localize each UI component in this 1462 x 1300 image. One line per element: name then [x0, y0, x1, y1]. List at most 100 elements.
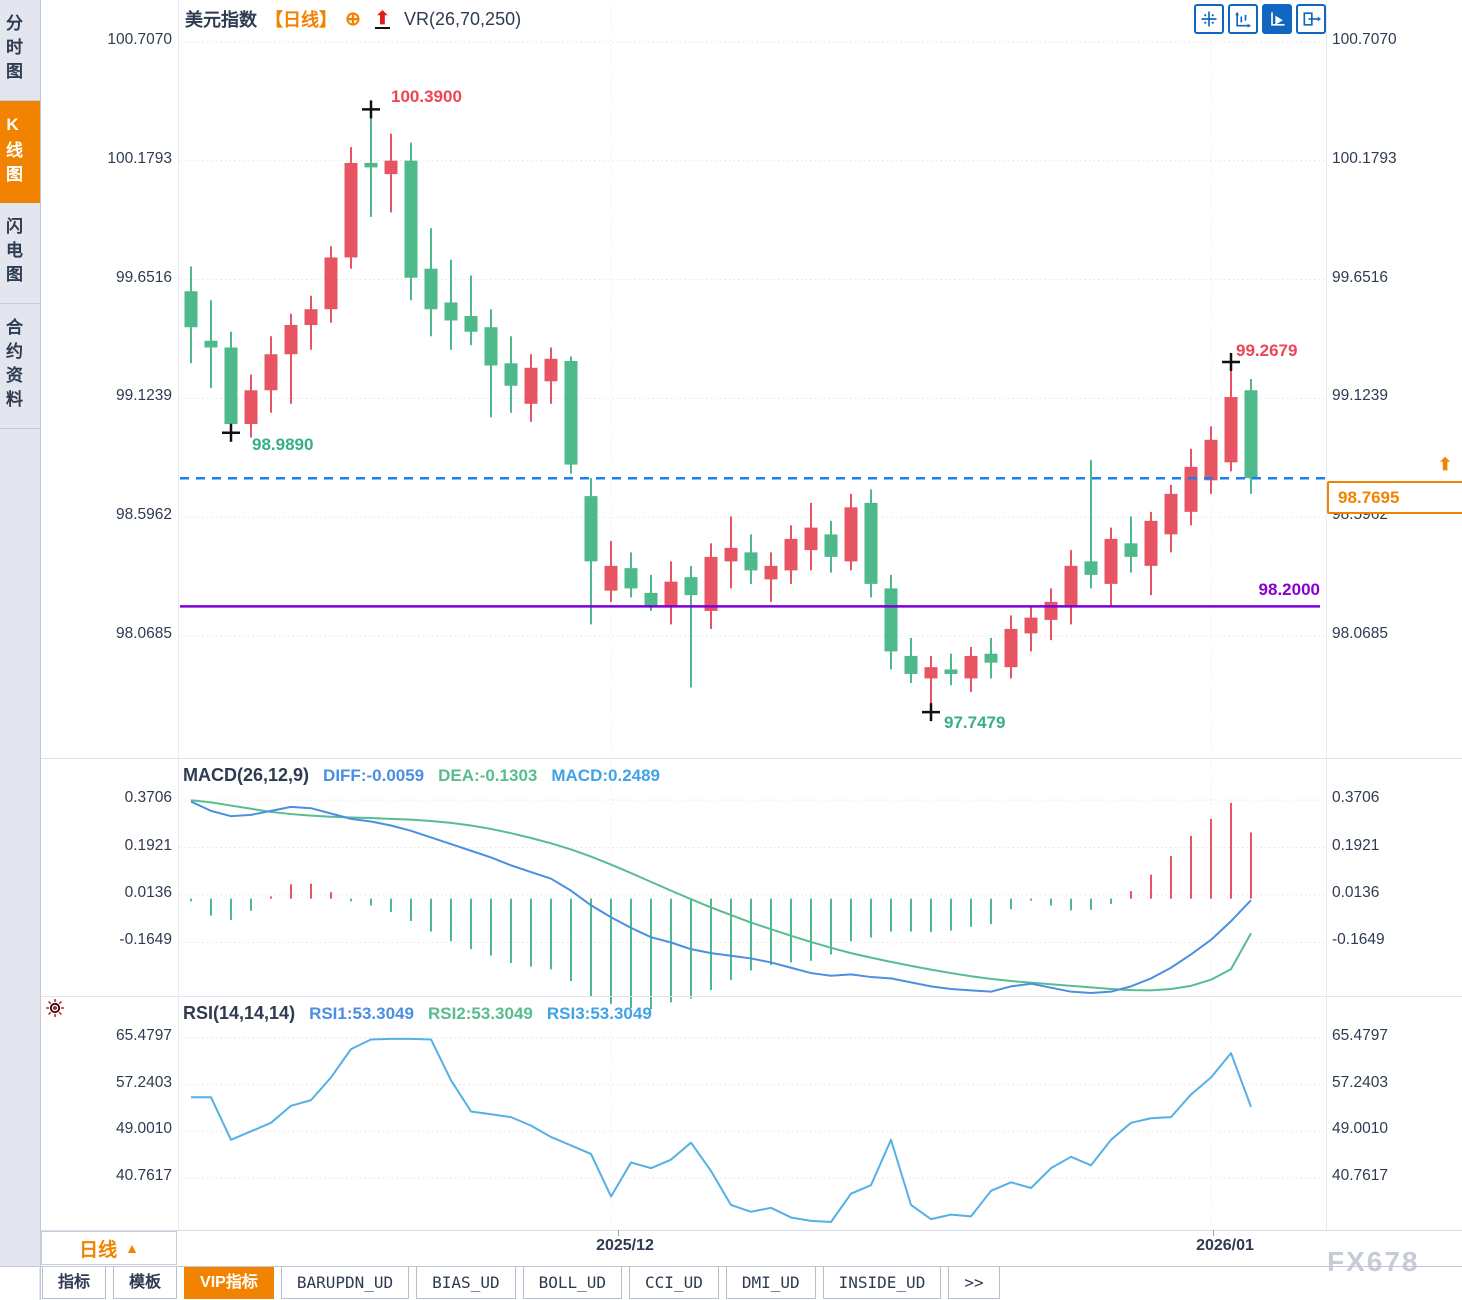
pan-right-icon[interactable] [1296, 4, 1326, 34]
tab-vip-indicators[interactable]: VIP指标 [184, 1267, 274, 1299]
candle-body [424, 268, 438, 310]
axis-label: 98.5962 [115, 506, 172, 524]
sidebar-item-timeline[interactable]: 分时图 [0, 0, 40, 101]
indicator-label: VR(26,70,250) [404, 8, 522, 29]
axis-row-border [40, 1230, 1462, 1231]
candle-body [1184, 466, 1198, 512]
candle-body [1244, 390, 1258, 479]
candle-body [1144, 520, 1158, 566]
macd-dea-line [190, 799, 1252, 992]
candle-body [224, 347, 238, 425]
annotation-peak-high: 100.3900 [391, 87, 462, 106]
candle-body [304, 309, 318, 325]
panel-divider [40, 758, 1462, 759]
candle-body [644, 592, 658, 607]
macd-dea-value: DEA:-0.1303 [438, 765, 538, 785]
indicator-tabbar: 指标 模板 VIP指标 BARUPDN_UD BIAS_UD BOLL_UD C… [42, 1267, 1000, 1299]
candle-body [1004, 628, 1018, 668]
tab-barupdn-ud[interactable]: BARUPDN_UD [280, 1267, 410, 1299]
candle-body [1204, 439, 1218, 481]
axis-zoom-icon[interactable] [1228, 4, 1258, 34]
candle-body [604, 565, 618, 591]
axis-label: 98.0685 [115, 625, 172, 642]
tab-bias-ud[interactable]: BIAS_UD [416, 1267, 516, 1299]
tab-cci-ud[interactable]: CCI_UD [629, 1267, 719, 1299]
rsi-line [191, 1037, 1252, 1223]
axis-label: 100.7070 [1332, 31, 1397, 48]
chart-header: 美元指数 【日线】 ⊕ ⬆ VR(26,70,250) [185, 6, 521, 32]
candle-body [564, 361, 578, 465]
axis-label: 100.7070 [107, 31, 172, 48]
candle-body [684, 577, 698, 596]
axis-label: 57.2403 [1332, 1073, 1389, 1091]
candle-body [724, 547, 738, 562]
axis-label: 99.1239 [115, 387, 172, 405]
panel-divider [40, 996, 1462, 997]
candle-body [1164, 493, 1178, 535]
candle-body [384, 160, 398, 175]
tab-templates[interactable]: 模板 [113, 1267, 178, 1299]
candle-body [324, 257, 338, 310]
candle-body [784, 538, 798, 571]
candle-body [884, 588, 898, 652]
tab-indicators[interactable]: 指标 [42, 1267, 107, 1299]
crosshair-move-icon[interactable] [1194, 4, 1224, 34]
sidebar: 分时图 K线图 闪电图 合约资料 [0, 0, 41, 1300]
gutter-divider [1326, 0, 1327, 1230]
candle-body [984, 653, 998, 663]
price-up-arrow-icon: ⬆ [1438, 455, 1453, 474]
axis-label: 0.0136 [124, 884, 172, 901]
candle-body [444, 302, 458, 321]
sidebar-item-kline[interactable]: K线图 [0, 101, 40, 203]
period-selector[interactable]: 日线 ▲ [41, 1231, 177, 1265]
tab-inside-ud[interactable]: INSIDE_UD [822, 1267, 942, 1299]
axis-label: 57.2403 [115, 1073, 172, 1091]
tab-boll-ud[interactable]: BOLL_UD [522, 1267, 623, 1299]
gutter-divider [178, 0, 179, 1230]
candle-body [804, 527, 818, 551]
x-tick-mark [1213, 1230, 1214, 1236]
axis-label: 0.3706 [1332, 789, 1380, 807]
rsi3-value: RSI3:53.3049 [546, 1003, 652, 1023]
candle-body [504, 363, 518, 386]
chart-toolbar [1194, 4, 1326, 34]
x-tick-mark [618, 1230, 619, 1236]
candle-body [904, 655, 918, 674]
sidebar-item-flash[interactable]: 闪电图 [0, 203, 40, 304]
candle-body [204, 340, 218, 348]
symbol-title: 美元指数 [185, 10, 257, 30]
axis-label: 65.4797 [115, 1026, 172, 1044]
axis-label: 100.1793 [107, 149, 172, 167]
rsi-settings-icon[interactable] [45, 998, 65, 1023]
candle-body [464, 315, 478, 332]
tabbar-border [0, 1266, 1462, 1267]
x-tick-january: 2026/01 [1196, 1237, 1254, 1254]
candle-body [1124, 543, 1138, 557]
axis-label: -0.1649 [1332, 931, 1385, 949]
x-tick-december: 2025/12 [596, 1237, 654, 1254]
axis-label: 0.1921 [124, 836, 172, 854]
candle-body [944, 669, 958, 674]
annotation-early-low: 98.9890 [252, 435, 314, 454]
annotation-recent-high: 99.2679 [1236, 341, 1298, 360]
candle-body [524, 367, 538, 404]
axis-label: 98.0685 [1332, 625, 1389, 642]
candle-body [1024, 617, 1038, 634]
sidebar-item-contract-info[interactable]: 合约资料 [0, 304, 40, 429]
bottom-left-corner-cell [0, 1266, 39, 1300]
rsi-title: RSI(14,14,14) [183, 1003, 296, 1023]
candle-body [704, 556, 718, 611]
add-indicator-icon[interactable]: ⊕ [345, 8, 361, 30]
tab-dmi-ud[interactable]: DMI_UD [725, 1267, 816, 1299]
auto-fit-icon[interactable] [1262, 4, 1292, 34]
candle-body [404, 160, 418, 278]
period-tag[interactable]: 【日线】 [265, 10, 337, 30]
macd-diff-line [190, 800, 1252, 995]
candle-body [364, 162, 378, 168]
tab-more[interactable]: >> [948, 1267, 1000, 1299]
axis-label: 99.1239 [1332, 387, 1389, 405]
period-selector-arrow-icon: ▲ [125, 1240, 139, 1256]
period-selector-label: 日线 [79, 1239, 118, 1261]
